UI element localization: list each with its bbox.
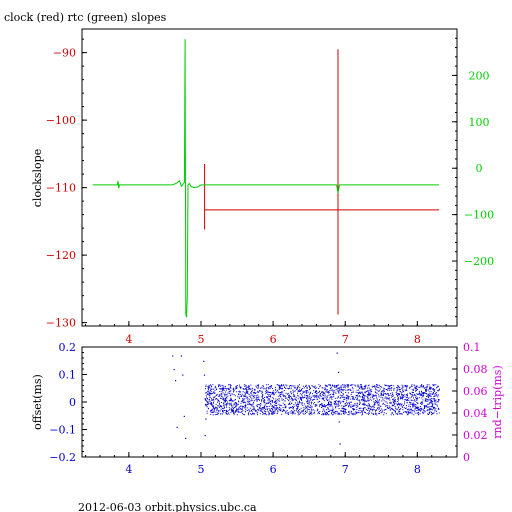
top-plot-ticks: 4 5 6 7 8 −90 −100 −110 −120 −130 200 100 0 −100 −200 (46, 37, 494, 346)
top-y-tick-label: −110 (46, 182, 76, 195)
offset-point (203, 374, 206, 376)
offset-point (173, 369, 175, 371)
offset-point (339, 443, 341, 445)
bottom-y-tick-label: −0.2 (49, 451, 76, 464)
chart-title: clock (red) rtc (green) slopes (4, 11, 167, 24)
bottom-y2-tick-label: 0.06 (463, 385, 488, 398)
top-y2-tick-label: −200 (464, 255, 494, 268)
bottom-x-tick-label: 5 (197, 463, 204, 476)
bottom-y2-tick-label: 0.08 (463, 363, 488, 376)
offset-point (203, 360, 205, 362)
offset-point (172, 355, 174, 357)
offset-point (182, 374, 184, 376)
bottom-y-tick-label: 0.2 (59, 341, 77, 354)
series-rtc-line (92, 39, 439, 318)
bottom-x-tick-label: 4 (125, 463, 132, 476)
series-clock-line (204, 49, 439, 315)
top-plot-frame (81, 28, 458, 327)
bottom-x-tick-label: 8 (414, 463, 421, 476)
top-y-tick-label: −90 (53, 47, 76, 60)
bottom-y-tick-label: 0 (69, 396, 76, 409)
offset-point (205, 418, 207, 420)
top-y-tick-label: −100 (46, 114, 76, 127)
bottom-plot: 4 5 6 7 8 0.2 0.1 0 −0.1 −0.2 0.1 0.08 0.06 0.04 0.02 0… (31, 341, 504, 476)
bottom-y-tick-label: 0.1 (59, 369, 77, 382)
offset-band-points (204, 384, 440, 416)
top-plot: 4 5 6 7 8−90−100−110−120−1302001000−100−200 … (31, 28, 494, 346)
bottom-y2-tick-label: 0.02 (463, 429, 488, 442)
bottom-x-tick-label: 6 (270, 463, 277, 476)
footer-text: 2012-06-03 orbit.physics.ubc.ca (78, 501, 257, 512)
bottom-plot-ylabel: offset(ms) (31, 374, 44, 430)
bottom-y2-tick-label: 0.04 (463, 407, 488, 420)
offset-point (338, 421, 340, 423)
offset-point (175, 380, 177, 382)
top-x-tick-label: 6 (270, 333, 277, 346)
top-x-tick-label: 4 (125, 333, 132, 346)
bottom-y2-tick-label: 0 (463, 451, 470, 464)
top-plot-ylabel: clockslope (31, 149, 44, 207)
offset-point (204, 435, 206, 437)
top-y2-tick-label: −100 (464, 209, 494, 222)
top-y2-tick-label: 0 (476, 162, 483, 175)
bottom-x-tick-label: 7 (342, 463, 349, 476)
bottom-plot-ticks: 4 5 6 7 8 0.2 0.1 0 −0.1 −0.2 0.1 0.08 0.06 0.04 0.02 0 (49, 341, 487, 476)
top-plot-series (92, 39, 439, 318)
top-y-tick-label: −130 (46, 317, 76, 330)
top-x-tick-label: 8 (414, 333, 421, 346)
top-x-tick-label: 7 (342, 333, 349, 346)
offset-point (183, 415, 185, 417)
offset-point (338, 371, 340, 373)
top-y-tick-label: −120 (46, 249, 76, 262)
top-y2-tick-label: 200 (469, 69, 490, 82)
offset-point (180, 355, 182, 357)
offset-point (336, 352, 338, 354)
bottom-y-tick-label: −0.1 (49, 424, 76, 437)
bottom-y2-tick-label: 0.1 (463, 341, 481, 354)
offset-band (204, 384, 440, 416)
offset-points (172, 352, 341, 445)
bottom-plot-y2label: rnd−trip(ms) (491, 365, 504, 439)
offset-point (185, 437, 187, 439)
offset-point (176, 426, 178, 428)
top-x-tick-label: 5 (197, 333, 204, 346)
top-y2-tick-label: 100 (469, 116, 490, 129)
